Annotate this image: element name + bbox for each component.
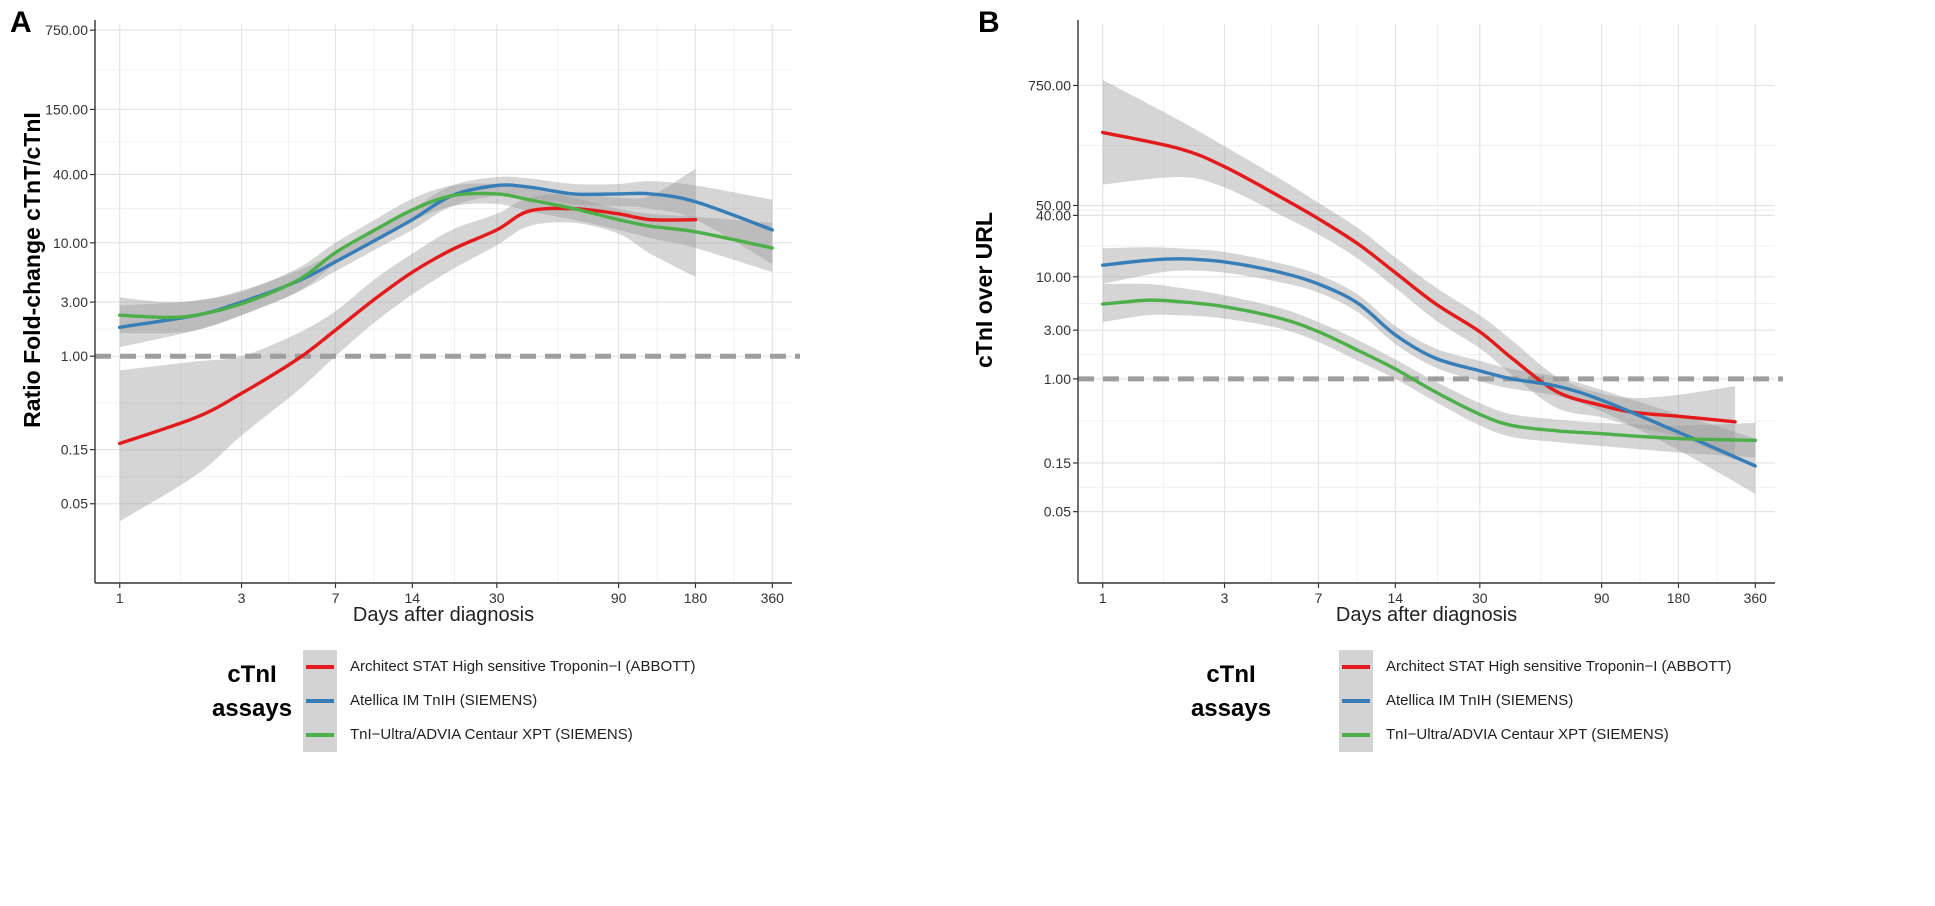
confidence-bands	[119, 168, 773, 522]
panel-a: A Ratio Fold-change cTnT/cTnI 1 3 7 14 30 90 1…	[0, 0, 967, 906]
x-ticks: 1 3 7 14 30 90 180 360	[1099, 583, 1767, 606]
gridlines	[95, 24, 792, 583]
gridlines	[1078, 24, 1775, 583]
panel-letter-b: B	[978, 6, 1000, 39]
legend-title-b: cTnI assays	[1186, 658, 1276, 726]
legend-label: Architect STAT High sensitive Troponin−I…	[1386, 658, 1732, 675]
x-axis-title-a: Days after diagnosis	[352, 604, 535, 626]
panel-b: B cTnI over URL 1 3 7 14 30 90 180 360 0.05 0.15 1…	[968, 0, 1935, 906]
legend-title-line1: cTnI	[1206, 661, 1256, 688]
legend-label: Atellica IM TnIH (SIEMENS)	[350, 692, 538, 709]
y-tick-label: 750.00	[1028, 77, 1071, 93]
series-lines	[118, 183, 774, 446]
chart-b: 1 3 7 14 30 90 180 360 0.05 0.15 1.00 3.00 10.00 40.0…	[1028, 20, 1783, 606]
y-ticks: 0.05 0.15 1.00 3.00 10.00 40.00 150.00 750.00	[45, 22, 95, 512]
series-line	[118, 206, 698, 446]
chart-a: 1 3 7 14 30 90 180 360 0.05 0.15 1.00 3.00 10.00 40.0…	[45, 20, 800, 606]
series-line	[1101, 130, 1737, 424]
confidence-band	[119, 183, 773, 334]
legend-key-red	[303, 650, 337, 684]
x-tick-label: 90	[611, 590, 627, 606]
legend-label: Architect STAT High sensitive Troponin−I…	[350, 658, 696, 675]
y-tick-label: 40.00	[53, 167, 88, 183]
legend-key-blue	[303, 684, 337, 718]
legend-title-line2: assays	[211, 695, 293, 722]
legend-title-line2: assays	[1190, 695, 1272, 722]
x-tick-label: 360	[1744, 590, 1768, 606]
x-tick-label: 14	[405, 590, 421, 606]
y-tick-label: 0.15	[1044, 455, 1071, 471]
confidence-band	[1102, 79, 1736, 461]
x-tick-label: 180	[684, 590, 708, 606]
x-tick-label: 360	[761, 590, 785, 606]
confidence-band	[119, 168, 696, 522]
x-tick-label: 1	[116, 590, 124, 606]
x-tick-label: 14	[1388, 590, 1404, 606]
series-lines	[1101, 130, 1757, 468]
y-tick-label: 10.00	[1036, 269, 1071, 285]
x-tick-label: 7	[1315, 590, 1323, 606]
y-tick-label: 1.00	[1044, 371, 1071, 387]
series-line	[1101, 257, 1757, 468]
x-tick-label: 1	[1099, 590, 1107, 606]
y-tick-label: 1.00	[61, 348, 88, 364]
legend-title-line1: cTnI	[227, 661, 277, 688]
y-tick-label: 3.00	[1044, 322, 1071, 338]
y-tick-label: 150.00	[45, 101, 88, 117]
y-tick-label: 0.05	[1044, 504, 1071, 520]
panel-letter-a: A	[10, 6, 32, 39]
x-tick-label: 3	[1221, 590, 1229, 606]
legend-key-green	[303, 718, 337, 752]
legend-key-red	[1339, 650, 1373, 684]
y-tick-label: 40.00	[1036, 207, 1071, 223]
x-tick-label: 90	[1594, 590, 1610, 606]
y-tick-label: 3.00	[61, 294, 88, 310]
legend-label: Atellica IM TnIH (SIEMENS)	[1386, 692, 1574, 709]
confidence-band	[119, 176, 773, 348]
legend-label: TnI−Ultra/ADVIA Centaur XPT (SIEMENS)	[1386, 726, 1669, 743]
legend-key-green	[1339, 718, 1373, 752]
plot-background	[95, 24, 792, 583]
x-axis-title-b: Days after diagnosis	[1335, 604, 1518, 626]
legend-label: TnI−Ultra/ADVIA Centaur XPT (SIEMENS)	[350, 726, 633, 743]
x-tick-label: 3	[238, 590, 246, 606]
x-tick-label: 30	[489, 590, 505, 606]
x-ticks: 1 3 7 14 30 90 180 360	[116, 583, 784, 606]
legend-title-a: cTnI assays	[207, 658, 297, 726]
y-tick-label: 0.15	[61, 442, 88, 458]
x-tick-label: 180	[1667, 590, 1691, 606]
series-line	[118, 191, 774, 320]
y-tick-label: 10.00	[53, 235, 88, 251]
x-tick-label: 30	[1472, 590, 1488, 606]
legend-key-blue	[1339, 684, 1373, 718]
x-tick-label: 7	[332, 590, 340, 606]
series-line	[1101, 298, 1757, 442]
y-tick-label: 750.00	[45, 22, 88, 38]
y-tick-label: 50.00	[1036, 197, 1071, 213]
y-tick-label: 0.05	[61, 496, 88, 512]
